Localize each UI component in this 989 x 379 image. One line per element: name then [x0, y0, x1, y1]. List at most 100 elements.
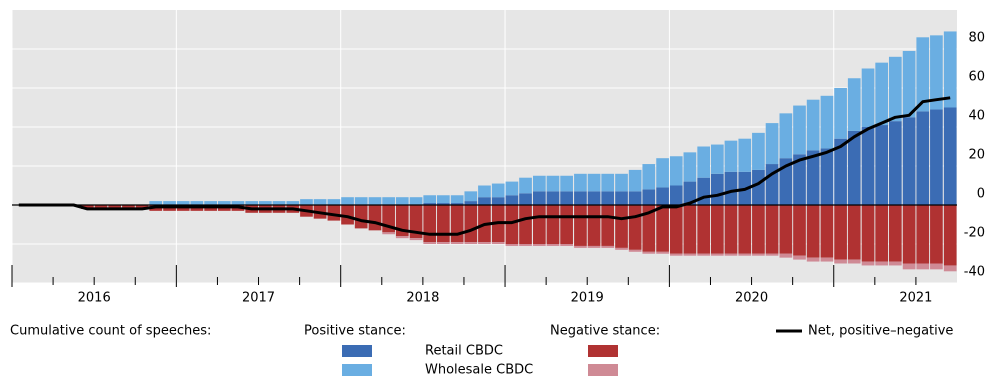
bar [710, 205, 724, 254]
bar [382, 197, 395, 205]
bar [546, 205, 560, 244]
bar [820, 257, 834, 262]
bar [779, 205, 793, 254]
bar [656, 205, 669, 252]
bar [587, 191, 601, 205]
bar [450, 205, 464, 243]
bar [930, 205, 943, 264]
bar [710, 144, 724, 174]
y-tick-label: 40 [968, 109, 985, 124]
bar [601, 191, 615, 205]
bar [587, 205, 601, 246]
bar [943, 31, 957, 108]
bar [122, 205, 135, 209]
bar [902, 263, 916, 270]
legend-swatch [588, 364, 618, 376]
bar [793, 255, 806, 260]
bar [738, 205, 752, 254]
bar [259, 201, 272, 205]
bar [587, 173, 601, 192]
bar [834, 138, 847, 205]
bar [423, 242, 437, 244]
bar [341, 197, 354, 205]
bar [149, 201, 163, 205]
bar [231, 201, 245, 205]
bar [930, 35, 943, 110]
bar [683, 152, 697, 182]
bar [724, 205, 738, 254]
plot-layer [11, 10, 957, 284]
bar [368, 205, 382, 231]
bar [478, 185, 491, 198]
bar [669, 253, 683, 256]
bar [752, 132, 765, 170]
bar [888, 261, 902, 266]
bar [587, 245, 601, 248]
bar [615, 205, 628, 248]
bar [642, 164, 656, 190]
bar [669, 205, 683, 254]
bar [601, 205, 615, 246]
net-line [18, 96, 951, 236]
bar [286, 201, 300, 205]
bar [710, 253, 724, 256]
x-tick-label: 2017 [242, 291, 275, 306]
bar [765, 123, 779, 165]
bar [916, 37, 930, 112]
bar [697, 205, 711, 254]
bar [437, 195, 450, 204]
bar [395, 236, 409, 239]
bar [697, 177, 711, 205]
bar [930, 109, 943, 205]
legend-swatch [342, 345, 372, 357]
bar [793, 205, 806, 256]
bar [94, 205, 108, 209]
bar [820, 95, 834, 149]
bar [546, 191, 560, 205]
bar [779, 253, 793, 258]
bar [560, 175, 573, 192]
bar [615, 247, 628, 250]
x-tick-label: 2018 [406, 291, 439, 306]
bar [669, 156, 683, 186]
y-tick-label: 20 [968, 148, 985, 163]
bar [300, 199, 313, 205]
bar [656, 251, 669, 254]
bar [806, 205, 820, 258]
bar [409, 238, 423, 241]
bar [861, 261, 875, 266]
bar [806, 99, 820, 151]
bar [437, 203, 450, 205]
bar [505, 205, 519, 244]
bar [354, 205, 368, 229]
bar [272, 201, 286, 205]
bar [793, 154, 806, 205]
bar [820, 205, 834, 258]
bar [505, 181, 519, 196]
bar [615, 191, 628, 205]
bar [806, 150, 820, 205]
bar [437, 205, 450, 243]
bar [847, 259, 861, 264]
bar [532, 244, 546, 246]
y-tick-label: 80 [968, 31, 985, 46]
bar [724, 140, 738, 172]
bar [697, 253, 711, 256]
bar [916, 263, 930, 270]
bar [642, 251, 656, 254]
bar [491, 242, 505, 244]
bar [683, 253, 697, 256]
bar [916, 205, 930, 264]
bar [464, 205, 478, 243]
bar [752, 205, 765, 254]
bar [519, 193, 532, 205]
bar [847, 130, 861, 205]
bar [861, 68, 875, 127]
bar [806, 257, 820, 262]
x-tick-label: 2020 [735, 291, 768, 306]
bar [752, 253, 765, 256]
bar [81, 205, 94, 209]
bar [423, 195, 437, 204]
bar [628, 191, 642, 205]
bar [204, 201, 217, 205]
